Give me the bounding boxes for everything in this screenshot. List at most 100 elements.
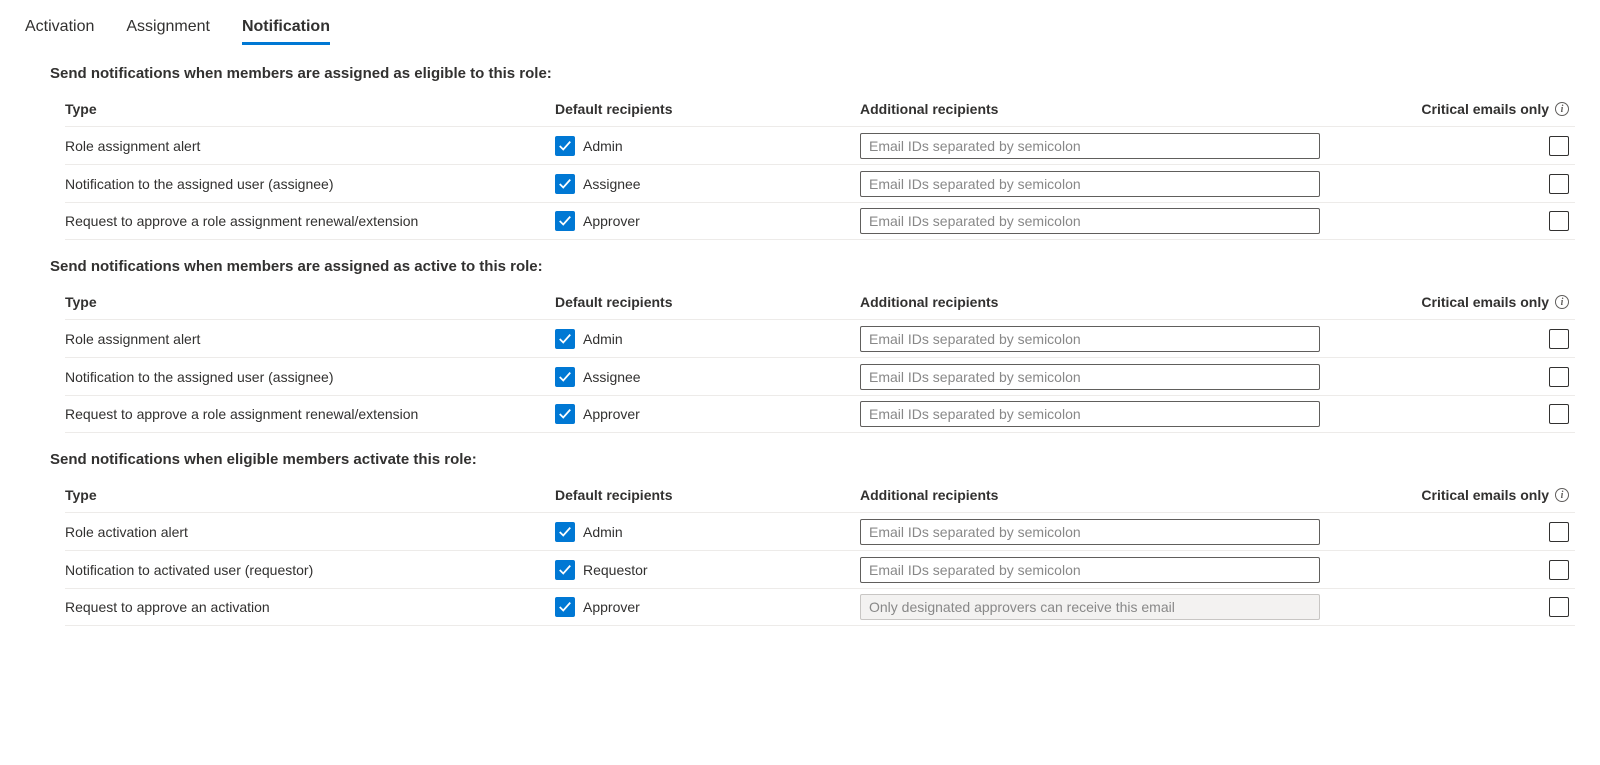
- default-recipient-label: Approver: [583, 599, 640, 615]
- table-header-row: TypeDefault recipientsAdditional recipie…: [65, 92, 1575, 126]
- critical-only-checkbox[interactable]: [1549, 174, 1569, 194]
- default-recipient-label: Admin: [583, 524, 623, 540]
- cell-critical-only: [1340, 597, 1575, 617]
- cell-default-recipient: Approver: [555, 211, 860, 231]
- section-heading: Send notifications when members are assi…: [50, 65, 1575, 82]
- table-row: Notification to the assigned user (assig…: [65, 357, 1575, 395]
- critical-only-checkbox[interactable]: [1549, 367, 1569, 387]
- table-header-row: TypeDefault recipientsAdditional recipie…: [65, 285, 1575, 319]
- cell-type: Notification to the assigned user (assig…: [65, 369, 555, 385]
- cell-default-recipient: Admin: [555, 522, 860, 542]
- tab-assignment[interactable]: Assignment: [126, 18, 210, 45]
- col-header-critical: Critical emails onlyi: [1340, 487, 1575, 503]
- additional-recipients-input[interactable]: [860, 208, 1320, 234]
- critical-only-checkbox[interactable]: [1549, 522, 1569, 542]
- additional-recipients-input[interactable]: [860, 364, 1320, 390]
- notification-table: TypeDefault recipientsAdditional recipie…: [50, 478, 1575, 626]
- default-recipient-checkbox[interactable]: [555, 136, 575, 156]
- table-row: Request to approve an activation Approver: [65, 588, 1575, 626]
- notification-table: TypeDefault recipientsAdditional recipie…: [50, 92, 1575, 240]
- critical-only-checkbox[interactable]: [1549, 404, 1569, 424]
- col-header-type: Type: [65, 101, 555, 117]
- cell-type: Role assignment alert: [65, 331, 555, 347]
- tab-activation[interactable]: Activation: [25, 18, 94, 45]
- cell-type: Request to approve a role assignment ren…: [65, 213, 555, 229]
- tabs: Activation Assignment Notification: [25, 18, 1575, 45]
- col-header-type: Type: [65, 487, 555, 503]
- default-recipient-checkbox[interactable]: [555, 597, 575, 617]
- default-recipient-label: Approver: [583, 406, 640, 422]
- info-icon[interactable]: i: [1555, 295, 1569, 309]
- cell-additional-recipients: [860, 171, 1340, 197]
- table-header-row: TypeDefault recipientsAdditional recipie…: [65, 478, 1575, 512]
- cell-critical-only: [1340, 211, 1575, 231]
- default-recipient-label: Approver: [583, 213, 640, 229]
- additional-recipients-input[interactable]: [860, 557, 1320, 583]
- additional-recipients-input[interactable]: [860, 171, 1320, 197]
- table-row: Role activation alert Admin: [65, 512, 1575, 550]
- info-icon[interactable]: i: [1555, 488, 1569, 502]
- additional-recipients-input[interactable]: [860, 326, 1320, 352]
- cell-critical-only: [1340, 522, 1575, 542]
- cell-critical-only: [1340, 404, 1575, 424]
- cell-additional-recipients: [860, 519, 1340, 545]
- col-header-critical: Critical emails onlyi: [1340, 294, 1575, 310]
- table-row: Role assignment alertAdmin: [65, 319, 1575, 357]
- default-recipient-checkbox[interactable]: [555, 174, 575, 194]
- cell-additional-recipients: [860, 208, 1340, 234]
- notification-section: Send notifications when eligible members…: [25, 451, 1575, 626]
- cell-type: Notification to activated user (requesto…: [65, 562, 555, 578]
- critical-only-checkbox[interactable]: [1549, 597, 1569, 617]
- cell-additional-recipients: [860, 401, 1340, 427]
- col-header-additional: Additional recipients: [860, 487, 1340, 503]
- col-header-type: Type: [65, 294, 555, 310]
- default-recipient-checkbox[interactable]: [555, 211, 575, 231]
- notification-section: Send notifications when members are assi…: [25, 65, 1575, 240]
- tab-notification[interactable]: Notification: [242, 18, 330, 45]
- col-header-additional: Additional recipients: [860, 101, 1340, 117]
- critical-only-checkbox[interactable]: [1549, 136, 1569, 156]
- critical-only-checkbox[interactable]: [1549, 211, 1569, 231]
- col-header-critical: Critical emails onlyi: [1340, 101, 1575, 117]
- cell-critical-only: [1340, 329, 1575, 349]
- additional-recipients-input[interactable]: [860, 133, 1320, 159]
- additional-recipients-input[interactable]: [860, 519, 1320, 545]
- cell-type: Notification to the assigned user (assig…: [65, 176, 555, 192]
- section-heading: Send notifications when members are assi…: [50, 258, 1575, 275]
- cell-type: Role activation alert: [65, 524, 555, 540]
- default-recipient-checkbox[interactable]: [555, 329, 575, 349]
- cell-default-recipient: Approver: [555, 404, 860, 424]
- section-heading: Send notifications when eligible members…: [50, 451, 1575, 468]
- info-icon[interactable]: i: [1555, 102, 1569, 116]
- col-header-additional: Additional recipients: [860, 294, 1340, 310]
- cell-default-recipient: Admin: [555, 136, 860, 156]
- additional-recipients-input[interactable]: [860, 401, 1320, 427]
- default-recipient-label: Assignee: [583, 369, 641, 385]
- table-row: Notification to the assigned user (assig…: [65, 164, 1575, 202]
- cell-default-recipient: Admin: [555, 329, 860, 349]
- default-recipient-checkbox[interactable]: [555, 560, 575, 580]
- cell-additional-recipients: [860, 133, 1340, 159]
- cell-additional-recipients: [860, 557, 1340, 583]
- default-recipient-label: Requestor: [583, 562, 648, 578]
- notification-table: TypeDefault recipientsAdditional recipie…: [50, 285, 1575, 433]
- default-recipient-checkbox[interactable]: [555, 404, 575, 424]
- cell-additional-recipients: [860, 364, 1340, 390]
- cell-critical-only: [1340, 367, 1575, 387]
- default-recipient-checkbox[interactable]: [555, 522, 575, 542]
- critical-only-checkbox[interactable]: [1549, 329, 1569, 349]
- cell-critical-only: [1340, 560, 1575, 580]
- cell-default-recipient: Assignee: [555, 367, 860, 387]
- additional-recipients-input: [860, 594, 1320, 620]
- cell-additional-recipients: [860, 326, 1340, 352]
- cell-additional-recipients: [860, 594, 1340, 620]
- cell-critical-only: [1340, 174, 1575, 194]
- cell-default-recipient: Assignee: [555, 174, 860, 194]
- col-header-default: Default recipients: [555, 101, 860, 117]
- default-recipient-checkbox[interactable]: [555, 367, 575, 387]
- table-row: Role assignment alertAdmin: [65, 126, 1575, 164]
- col-header-default: Default recipients: [555, 487, 860, 503]
- critical-only-checkbox[interactable]: [1549, 560, 1569, 580]
- cell-type: Request to approve a role assignment ren…: [65, 406, 555, 422]
- cell-type: Request to approve an activation: [65, 599, 555, 615]
